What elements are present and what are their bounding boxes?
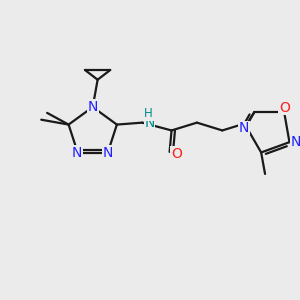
- Text: N: N: [239, 121, 249, 135]
- Text: H: H: [144, 107, 153, 120]
- Text: N: N: [144, 116, 154, 130]
- Text: N: N: [88, 100, 98, 114]
- Text: N: N: [291, 135, 300, 149]
- Text: O: O: [279, 100, 290, 115]
- Text: O: O: [171, 147, 182, 161]
- Text: N: N: [103, 146, 113, 160]
- Text: N: N: [72, 146, 82, 160]
